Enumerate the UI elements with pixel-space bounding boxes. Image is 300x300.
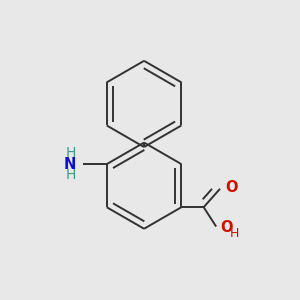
- Text: H: H: [65, 146, 76, 160]
- Text: H: H: [230, 227, 239, 240]
- Text: N: N: [63, 157, 76, 172]
- Text: O: O: [220, 220, 233, 235]
- Text: O: O: [225, 179, 238, 194]
- Text: H: H: [65, 168, 76, 182]
